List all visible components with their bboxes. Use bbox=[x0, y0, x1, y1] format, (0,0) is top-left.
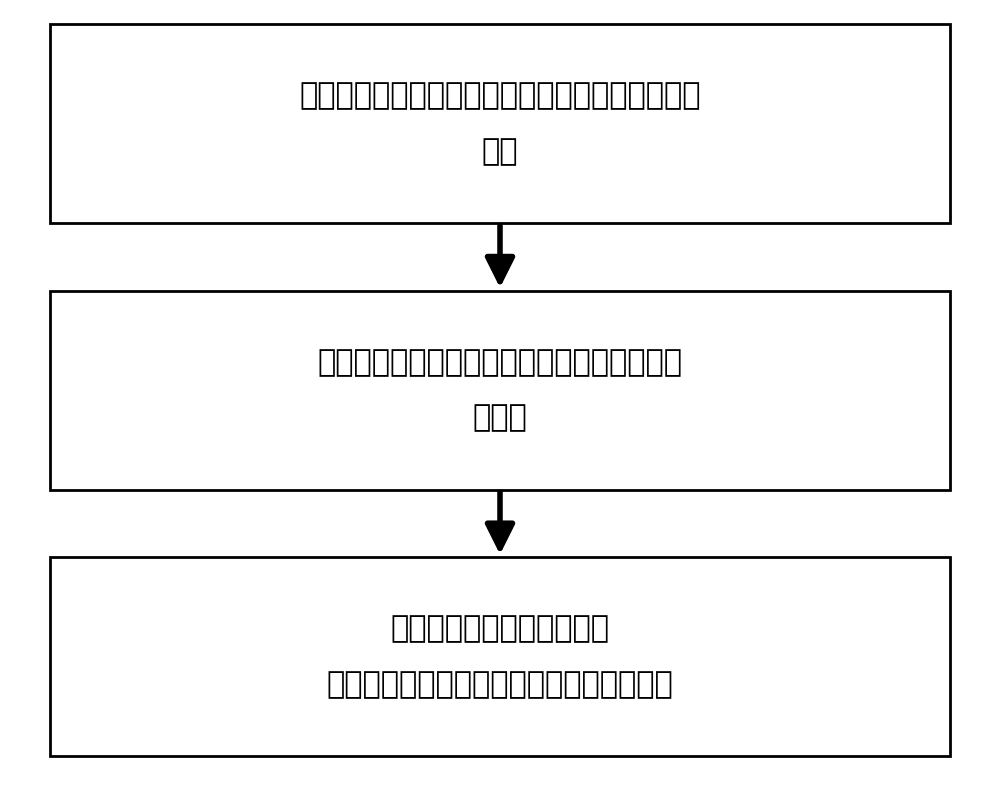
Text: 利用半导体测试设备分别测试两组测试图形的: 利用半导体测试设备分别测试两组测试图形的 bbox=[318, 348, 682, 377]
Text: 根据测得的两组测试图形的: 根据测得的两组测试图形的 bbox=[390, 615, 610, 643]
Text: 制作两组结构类似的圆形欧姆接触区方块电阵测试: 制作两组结构类似的圆形欧姆接触区方块电阵测试 bbox=[299, 81, 701, 110]
Bar bbox=[50, 291, 950, 490]
Text: 总电阵: 总电阵 bbox=[473, 404, 527, 432]
Bar bbox=[50, 557, 950, 756]
Bar bbox=[50, 24, 950, 223]
Text: 图形: 图形 bbox=[482, 137, 518, 166]
Text: 总电阵构建欧姆接触区方块电阵的修正公式: 总电阵构建欧姆接触区方块电阵的修正公式 bbox=[327, 670, 673, 699]
